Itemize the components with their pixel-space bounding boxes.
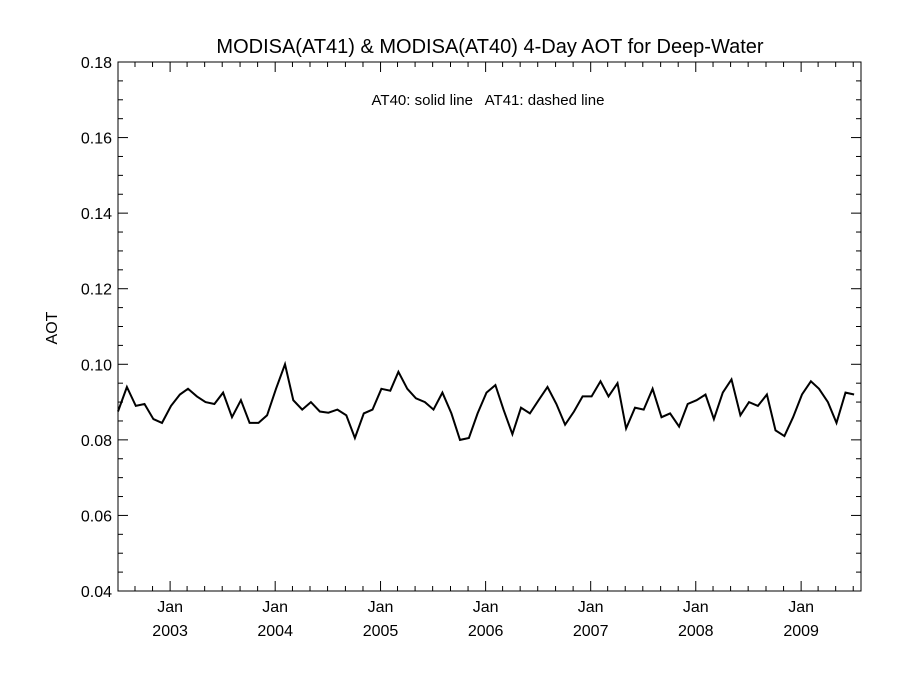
x-tick-label-year: 2009 <box>783 623 819 640</box>
plot-frame <box>117 61 862 592</box>
y-tick-label: 0.18 <box>81 55 112 72</box>
x-tick-label-month: Jan <box>578 599 604 616</box>
x-tick-label-month: Jan <box>368 599 394 616</box>
x-tick-label-year: 2004 <box>257 623 293 640</box>
y-tick-label: 0.12 <box>81 282 112 299</box>
y-tick-label: 0.04 <box>81 584 112 601</box>
x-tick-label-year: 2003 <box>152 623 188 640</box>
series-layer <box>117 360 855 442</box>
chart-title: MODISA(AT41) & MODISA(AT40) 4-Day AOT fo… <box>216 36 763 58</box>
x-tick-label-year: 2005 <box>363 623 399 640</box>
x-tick-label-year: 2007 <box>573 623 609 640</box>
x-axis: Jan 2003 Jan 2004 Jan 2005 Jan 2006 Jan 2007 Jan 20… <box>134 62 854 640</box>
series-line-at40 <box>117 360 855 442</box>
y-tick-label: 0.16 <box>81 131 112 148</box>
x-tick-label-month: Jan <box>157 599 183 616</box>
y-axis-label: AOT <box>44 311 61 344</box>
x-tick-label-month: Jan <box>262 599 288 616</box>
x-tick-label-month: Jan <box>473 599 499 616</box>
y-axis: 0.04 0.06 0.08 0.10 0.12 0.14 0.16 0.18 <box>81 55 861 601</box>
y-tick-label: 0.08 <box>81 433 112 450</box>
x-tick-label-year: 2006 <box>468 623 504 640</box>
y-tick-label: 0.10 <box>81 357 112 374</box>
x-tick-label-year: 2008 <box>678 623 714 640</box>
y-tick-label: 0.06 <box>81 508 112 525</box>
legend-annotation: AT40: solid line AT41: dashed line <box>372 92 605 109</box>
x-tick-label-month: Jan <box>788 599 814 616</box>
x-tick-label-month: Jan <box>683 599 709 616</box>
y-tick-label: 0.14 <box>81 206 112 223</box>
